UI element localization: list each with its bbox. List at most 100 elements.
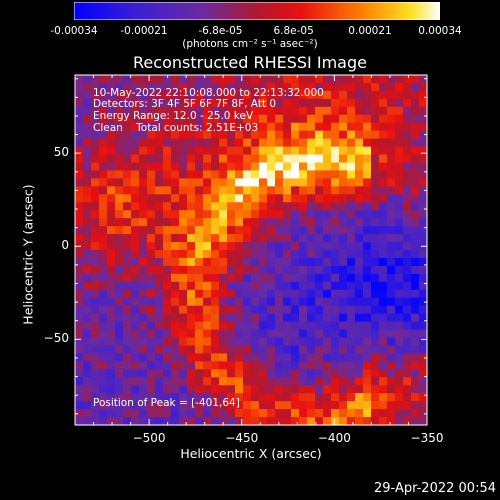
heatmap-cell (107, 281, 116, 291)
heatmap-cell (403, 106, 412, 116)
heatmap-cell (371, 178, 380, 187)
heatmap-cell (187, 82, 196, 92)
heatmap-cell (355, 114, 364, 124)
heatmap-cell (291, 393, 300, 402)
heatmap-cell (147, 130, 156, 140)
heatmap-cell (339, 90, 348, 100)
heatmap-cell (107, 321, 116, 331)
heatmap-cell (211, 361, 220, 370)
heatmap-cell (155, 329, 164, 339)
heatmap-cell (403, 82, 412, 92)
heatmap-cell (315, 162, 324, 172)
heatmap-cell (259, 345, 268, 354)
heatmap-cell (163, 337, 172, 347)
heatmap-cell (219, 385, 228, 394)
heatmap-cell (403, 178, 412, 187)
heatmap-cell (379, 226, 388, 235)
heatmap-cell (123, 114, 132, 124)
heatmap-cell (403, 226, 412, 235)
heatmap-cell (155, 106, 164, 116)
heatmap-cell (203, 82, 212, 92)
heatmap-cell (91, 82, 100, 92)
heatmap-cell (267, 242, 276, 251)
heatmap-cell (267, 297, 276, 307)
heatmap-cell (155, 170, 164, 179)
heatmap-cell (115, 130, 124, 140)
heatmap-cell (291, 289, 300, 299)
heatmap-cell (187, 210, 196, 219)
heatmap-cell (147, 114, 156, 124)
heatmap-cell (235, 75, 244, 84)
heatmap-cell (315, 353, 324, 362)
heatmap-cell (107, 265, 116, 275)
heatmap-cell (171, 313, 180, 323)
heatmap-cell (243, 281, 252, 291)
heatmap-cell (163, 218, 172, 227)
heatmap-cell (115, 385, 124, 394)
heatmap-cell (155, 417, 164, 426)
heatmap-cell (227, 377, 236, 386)
heatmap-cell (171, 361, 180, 370)
heatmap-cell (123, 393, 132, 402)
heatmap-cell (371, 234, 380, 243)
heatmap-cell (291, 257, 300, 267)
heatmap-cell (315, 114, 324, 124)
heatmap-cell (139, 178, 148, 187)
heatmap-cell (339, 265, 348, 275)
heatmap-cell (387, 385, 396, 394)
footer-timestamp: 29-Apr-2022 00:54 (374, 481, 496, 496)
heatmap-cell (107, 369, 116, 378)
heatmap-cell (83, 369, 92, 378)
heatmap-cell (411, 289, 420, 299)
heatmap-cell (171, 226, 180, 235)
heatmap-cell (163, 273, 172, 283)
heatmap-cell (179, 138, 188, 148)
heatmap-cell (315, 138, 324, 148)
heatmap-cell (107, 186, 116, 195)
heatmap-cell (371, 122, 380, 132)
heatmap-cell (131, 98, 140, 108)
heatmap-cell (75, 329, 84, 339)
heatmap-cell (211, 250, 220, 259)
heatmap-cell (147, 146, 156, 156)
heatmap-cell (283, 369, 292, 378)
heatmap-cell (115, 257, 124, 267)
heatmap-cell (195, 178, 204, 187)
heatmap-cell (75, 98, 84, 108)
heatmap-cell (179, 353, 188, 362)
heatmap-cell (179, 194, 188, 203)
heatmap-cell (99, 265, 108, 275)
heatmap-cell (163, 321, 172, 331)
heatmap-cell (251, 98, 260, 108)
heatmap-cell (75, 138, 84, 148)
heatmap-cell (339, 369, 348, 378)
heatmap-cell (267, 321, 276, 331)
heatmap-cell (163, 138, 172, 148)
heatmap-cell (211, 75, 220, 84)
heatmap-cell (315, 218, 324, 227)
heatmap-cell (195, 250, 204, 259)
heatmap-cell (155, 257, 164, 267)
heatmap-cell (267, 162, 276, 172)
heatmap-cell (75, 202, 84, 211)
heatmap-cell (123, 75, 132, 84)
heatmap-cell (155, 146, 164, 156)
heatmap-cell (379, 273, 388, 283)
heatmap-cell (179, 114, 188, 124)
heatmap-cell (331, 154, 340, 164)
heatmap-cell (307, 250, 316, 259)
heatmap-cell (251, 393, 260, 402)
heatmap-cell (355, 297, 364, 307)
heatmap-cell (99, 393, 108, 402)
heatmap-cell (403, 218, 412, 227)
heatmap-cell (411, 409, 420, 418)
heatmap-cell (235, 202, 244, 211)
heatmap-cell (219, 361, 228, 370)
heatmap-cell (115, 90, 124, 100)
heatmap-cell (291, 265, 300, 275)
heatmap-cell (347, 353, 356, 362)
heatmap-cell (419, 409, 428, 418)
heatmap-cell (187, 146, 196, 156)
heatmap-cell (219, 226, 228, 235)
heatmap-cell (115, 265, 124, 275)
